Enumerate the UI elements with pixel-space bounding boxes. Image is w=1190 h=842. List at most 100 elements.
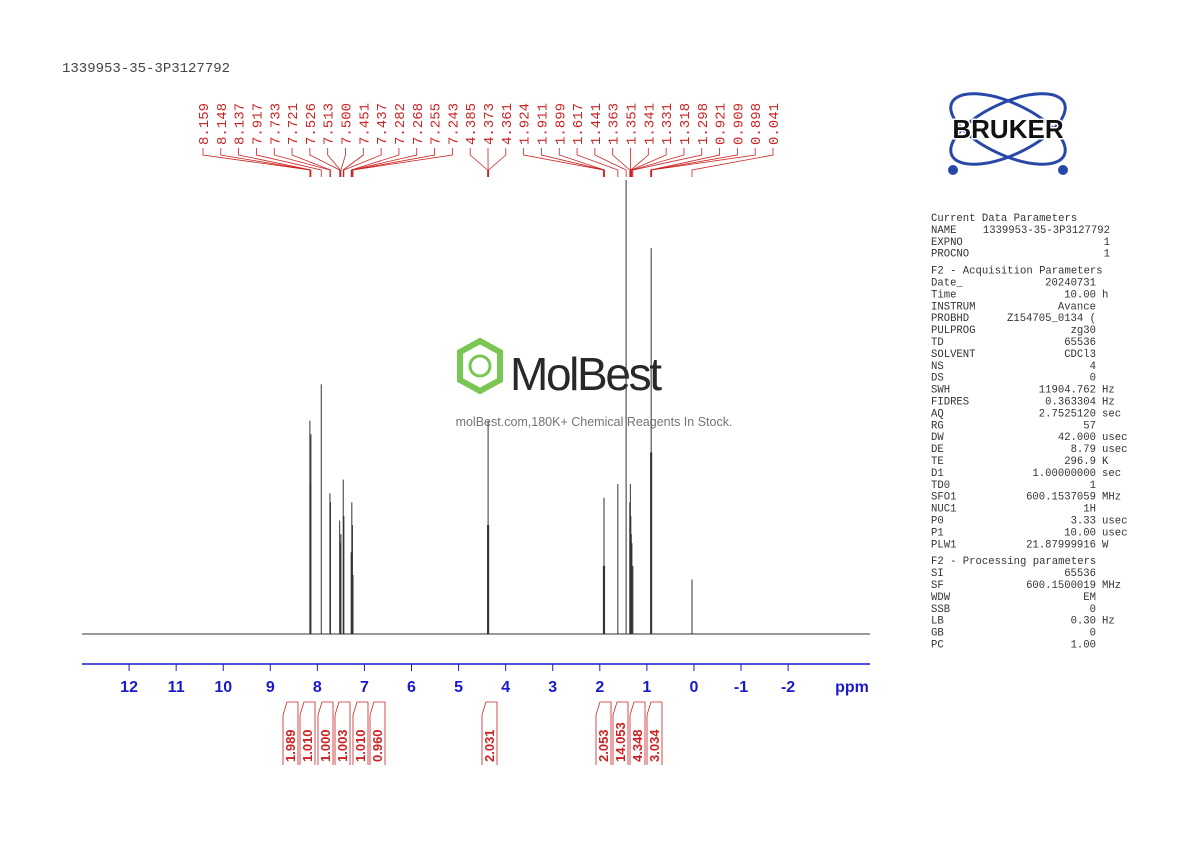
peak-label: 1.363 bbox=[607, 103, 623, 145]
param-value: 0.30 bbox=[1071, 616, 1096, 628]
integral-bracket bbox=[612, 701, 629, 765]
integral-bracket bbox=[369, 701, 386, 765]
integral-label: 1.000 bbox=[318, 729, 333, 762]
peak-label: 7.437 bbox=[375, 103, 391, 145]
param-value: 0 bbox=[1090, 373, 1096, 385]
peak-label-leader bbox=[256, 148, 322, 177]
param-name: SI bbox=[931, 568, 944, 580]
param-name: AQ bbox=[931, 408, 944, 420]
peak-label: 7.255 bbox=[429, 103, 445, 145]
param-value: 0.363304 bbox=[1045, 397, 1096, 409]
param-name: SWH bbox=[931, 385, 950, 397]
peak-label: 7.917 bbox=[250, 103, 266, 145]
peak-label-leader bbox=[343, 148, 382, 177]
param-name: FIDRES bbox=[931, 397, 969, 409]
param-name: LB bbox=[931, 616, 944, 628]
param-name: PLW1 bbox=[931, 539, 956, 551]
peak-label: 7.243 bbox=[446, 103, 462, 145]
x-tick-label: 10 bbox=[214, 679, 232, 696]
peak-label: 1.351 bbox=[625, 103, 641, 145]
x-tick-label: 2 bbox=[595, 679, 604, 696]
peak-label-leader bbox=[594, 148, 627, 177]
param-name: TD bbox=[931, 337, 944, 349]
x-tick-label: 12 bbox=[120, 679, 138, 696]
param-name: P1 bbox=[931, 527, 944, 539]
watermark: MolBest molBest.com,180K+ Chemical Reage… bbox=[456, 337, 732, 429]
peak-label-leader bbox=[351, 148, 418, 177]
peak-label-leader bbox=[651, 148, 756, 177]
peak-label-leader bbox=[220, 148, 311, 177]
param-value: 10.00 bbox=[1064, 289, 1096, 301]
peak-label-leader bbox=[650, 148, 738, 177]
x-tick-label: 3 bbox=[548, 679, 557, 696]
peak-label: 1.331 bbox=[660, 103, 676, 145]
param-section-title: Current Data Parameters bbox=[931, 213, 1077, 225]
param-section-title: F2 - Processing parameters bbox=[931, 556, 1096, 568]
param-value: 0 bbox=[1090, 628, 1096, 640]
param-value: 1H bbox=[1083, 504, 1096, 516]
peak-label-leader bbox=[630, 148, 649, 177]
peak-label-leader bbox=[350, 148, 400, 177]
param-value: 20240731 bbox=[1045, 278, 1096, 290]
peak-label: 7.268 bbox=[411, 103, 427, 145]
peak-label: 7.721 bbox=[286, 103, 302, 145]
peak-label: 7.451 bbox=[357, 103, 373, 145]
param-name: SOLVENT bbox=[931, 349, 976, 361]
peak-label-leader bbox=[238, 148, 312, 177]
param-name: NS bbox=[931, 361, 944, 373]
param-value: 296.9 bbox=[1064, 456, 1096, 468]
integral-bracket bbox=[629, 701, 646, 765]
peak-label: 1.924 bbox=[518, 103, 534, 145]
param-name: PC bbox=[931, 640, 944, 652]
param-value: EM bbox=[1083, 592, 1096, 604]
param-value: 600.1537059 bbox=[1026, 492, 1096, 504]
peak-label-leader bbox=[630, 148, 667, 177]
peak-label-leader bbox=[576, 148, 619, 177]
peak-label: 1.298 bbox=[696, 103, 712, 145]
x-tick-label: 5 bbox=[454, 679, 463, 696]
param-name: TD0 bbox=[931, 480, 950, 492]
peak-label-leader bbox=[202, 148, 311, 177]
peak-label: 7.526 bbox=[304, 103, 320, 145]
param-value: 1.00000000 bbox=[1032, 468, 1096, 480]
param-value: 65536 bbox=[1064, 337, 1096, 349]
peak-label: 1.341 bbox=[642, 103, 658, 145]
param-value: 600.1500019 bbox=[1026, 580, 1096, 592]
param-name: NUC1 bbox=[931, 504, 956, 516]
param-value: 1 bbox=[1090, 480, 1096, 492]
param-name: Date_ bbox=[931, 278, 963, 290]
peak-label-leader bbox=[558, 148, 605, 177]
param-unit: K bbox=[1102, 456, 1109, 468]
param-value: CDCl3 bbox=[1064, 349, 1096, 361]
x-axis-label: ppm bbox=[835, 679, 869, 696]
integral-label: 1.989 bbox=[283, 729, 298, 762]
param-name: TE bbox=[931, 456, 944, 468]
x-tick-label: 7 bbox=[360, 679, 369, 696]
param-name: RG bbox=[931, 420, 944, 432]
x-tick-label: 11 bbox=[168, 679, 185, 696]
peak-label-leader bbox=[352, 148, 435, 177]
param-unit: usec bbox=[1102, 516, 1127, 528]
peak-label: 1.318 bbox=[678, 103, 694, 145]
peak-label-leader bbox=[488, 148, 507, 177]
integral-label: 1.010 bbox=[300, 729, 315, 762]
peak-label-leader bbox=[612, 148, 631, 177]
peak-label: 4.385 bbox=[464, 103, 480, 145]
param-unit: Hz bbox=[1102, 397, 1115, 409]
integral-bracket bbox=[299, 701, 316, 765]
param-value: Avance bbox=[1058, 301, 1096, 313]
param-name: EXPNO bbox=[931, 237, 963, 249]
integral-label: 1.010 bbox=[353, 729, 368, 762]
peak-label-leader bbox=[291, 148, 331, 177]
param-name: DW bbox=[931, 432, 944, 444]
param-value: 11904.762 bbox=[1039, 385, 1096, 397]
peak-label-leader bbox=[469, 148, 488, 177]
param-value: 0 bbox=[1090, 604, 1096, 616]
param-unit: usec bbox=[1102, 432, 1127, 444]
param-name: PROBHD bbox=[931, 313, 969, 325]
x-tick-label: 0 bbox=[689, 679, 698, 696]
peak-label-leader bbox=[340, 148, 346, 177]
param-unit: sec bbox=[1102, 468, 1121, 480]
param-name: P0 bbox=[931, 516, 944, 528]
